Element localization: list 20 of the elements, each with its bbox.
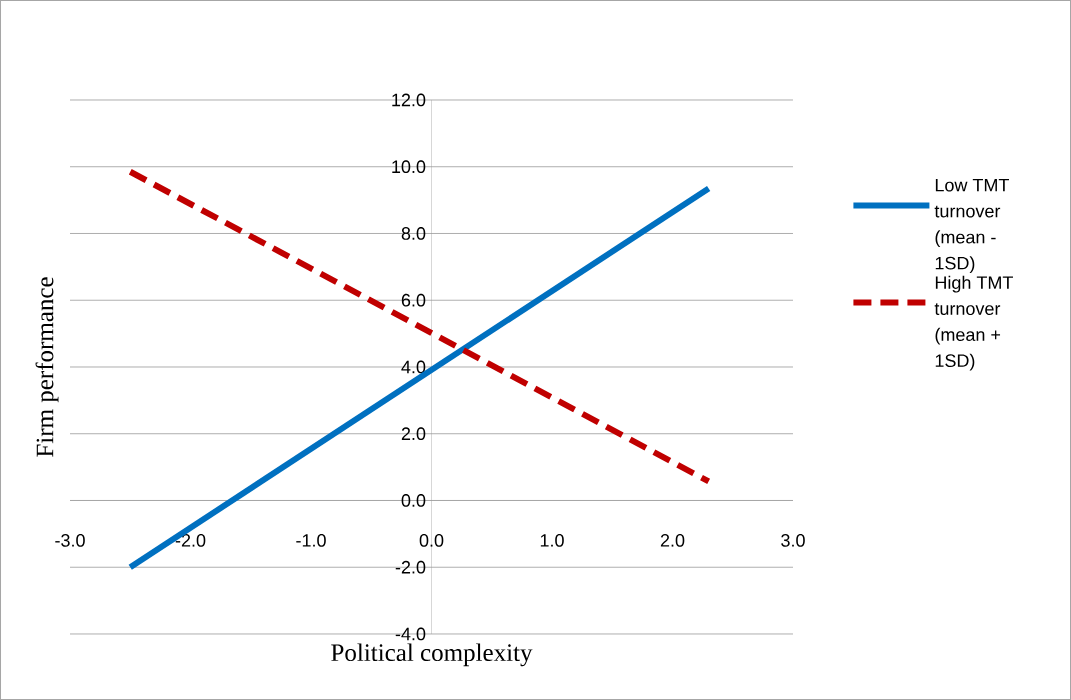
y-tick-label: 6.0 <box>401 293 426 307</box>
x-tick-label: -1.0 <box>296 534 326 547</box>
x-tick-label: 1.0 <box>540 534 564 547</box>
y-tick-label: -4.0 <box>395 627 426 641</box>
y-tick-label: 8.0 <box>401 227 426 240</box>
y-tick-label: 2.0 <box>401 427 426 441</box>
y-axis-title: Firm performance <box>35 277 59 457</box>
y-tick-label: 12.0 <box>392 93 426 107</box>
text: Low TMT turnover (mean - 1SD) <box>934 178 1009 274</box>
x-tick-label: 2.0 <box>660 534 685 547</box>
y-tick-label: 4.0 <box>401 360 426 374</box>
x-tick-label: -2.0 <box>175 534 206 547</box>
x-axis-title: Political complexity <box>331 643 533 667</box>
x-tick-label: -3.0 <box>55 534 85 547</box>
text: High TMT turnover (mean + 1SD) <box>934 275 1013 371</box>
x-tick-label: 3.0 <box>781 534 805 547</box>
y-tick-label: 10.0 <box>392 160 426 174</box>
x-tick-label: 0.0 <box>419 534 444 547</box>
y-tick-label: 0.0 <box>401 494 426 507</box>
y-tick-label: -2.0 <box>395 560 426 574</box>
